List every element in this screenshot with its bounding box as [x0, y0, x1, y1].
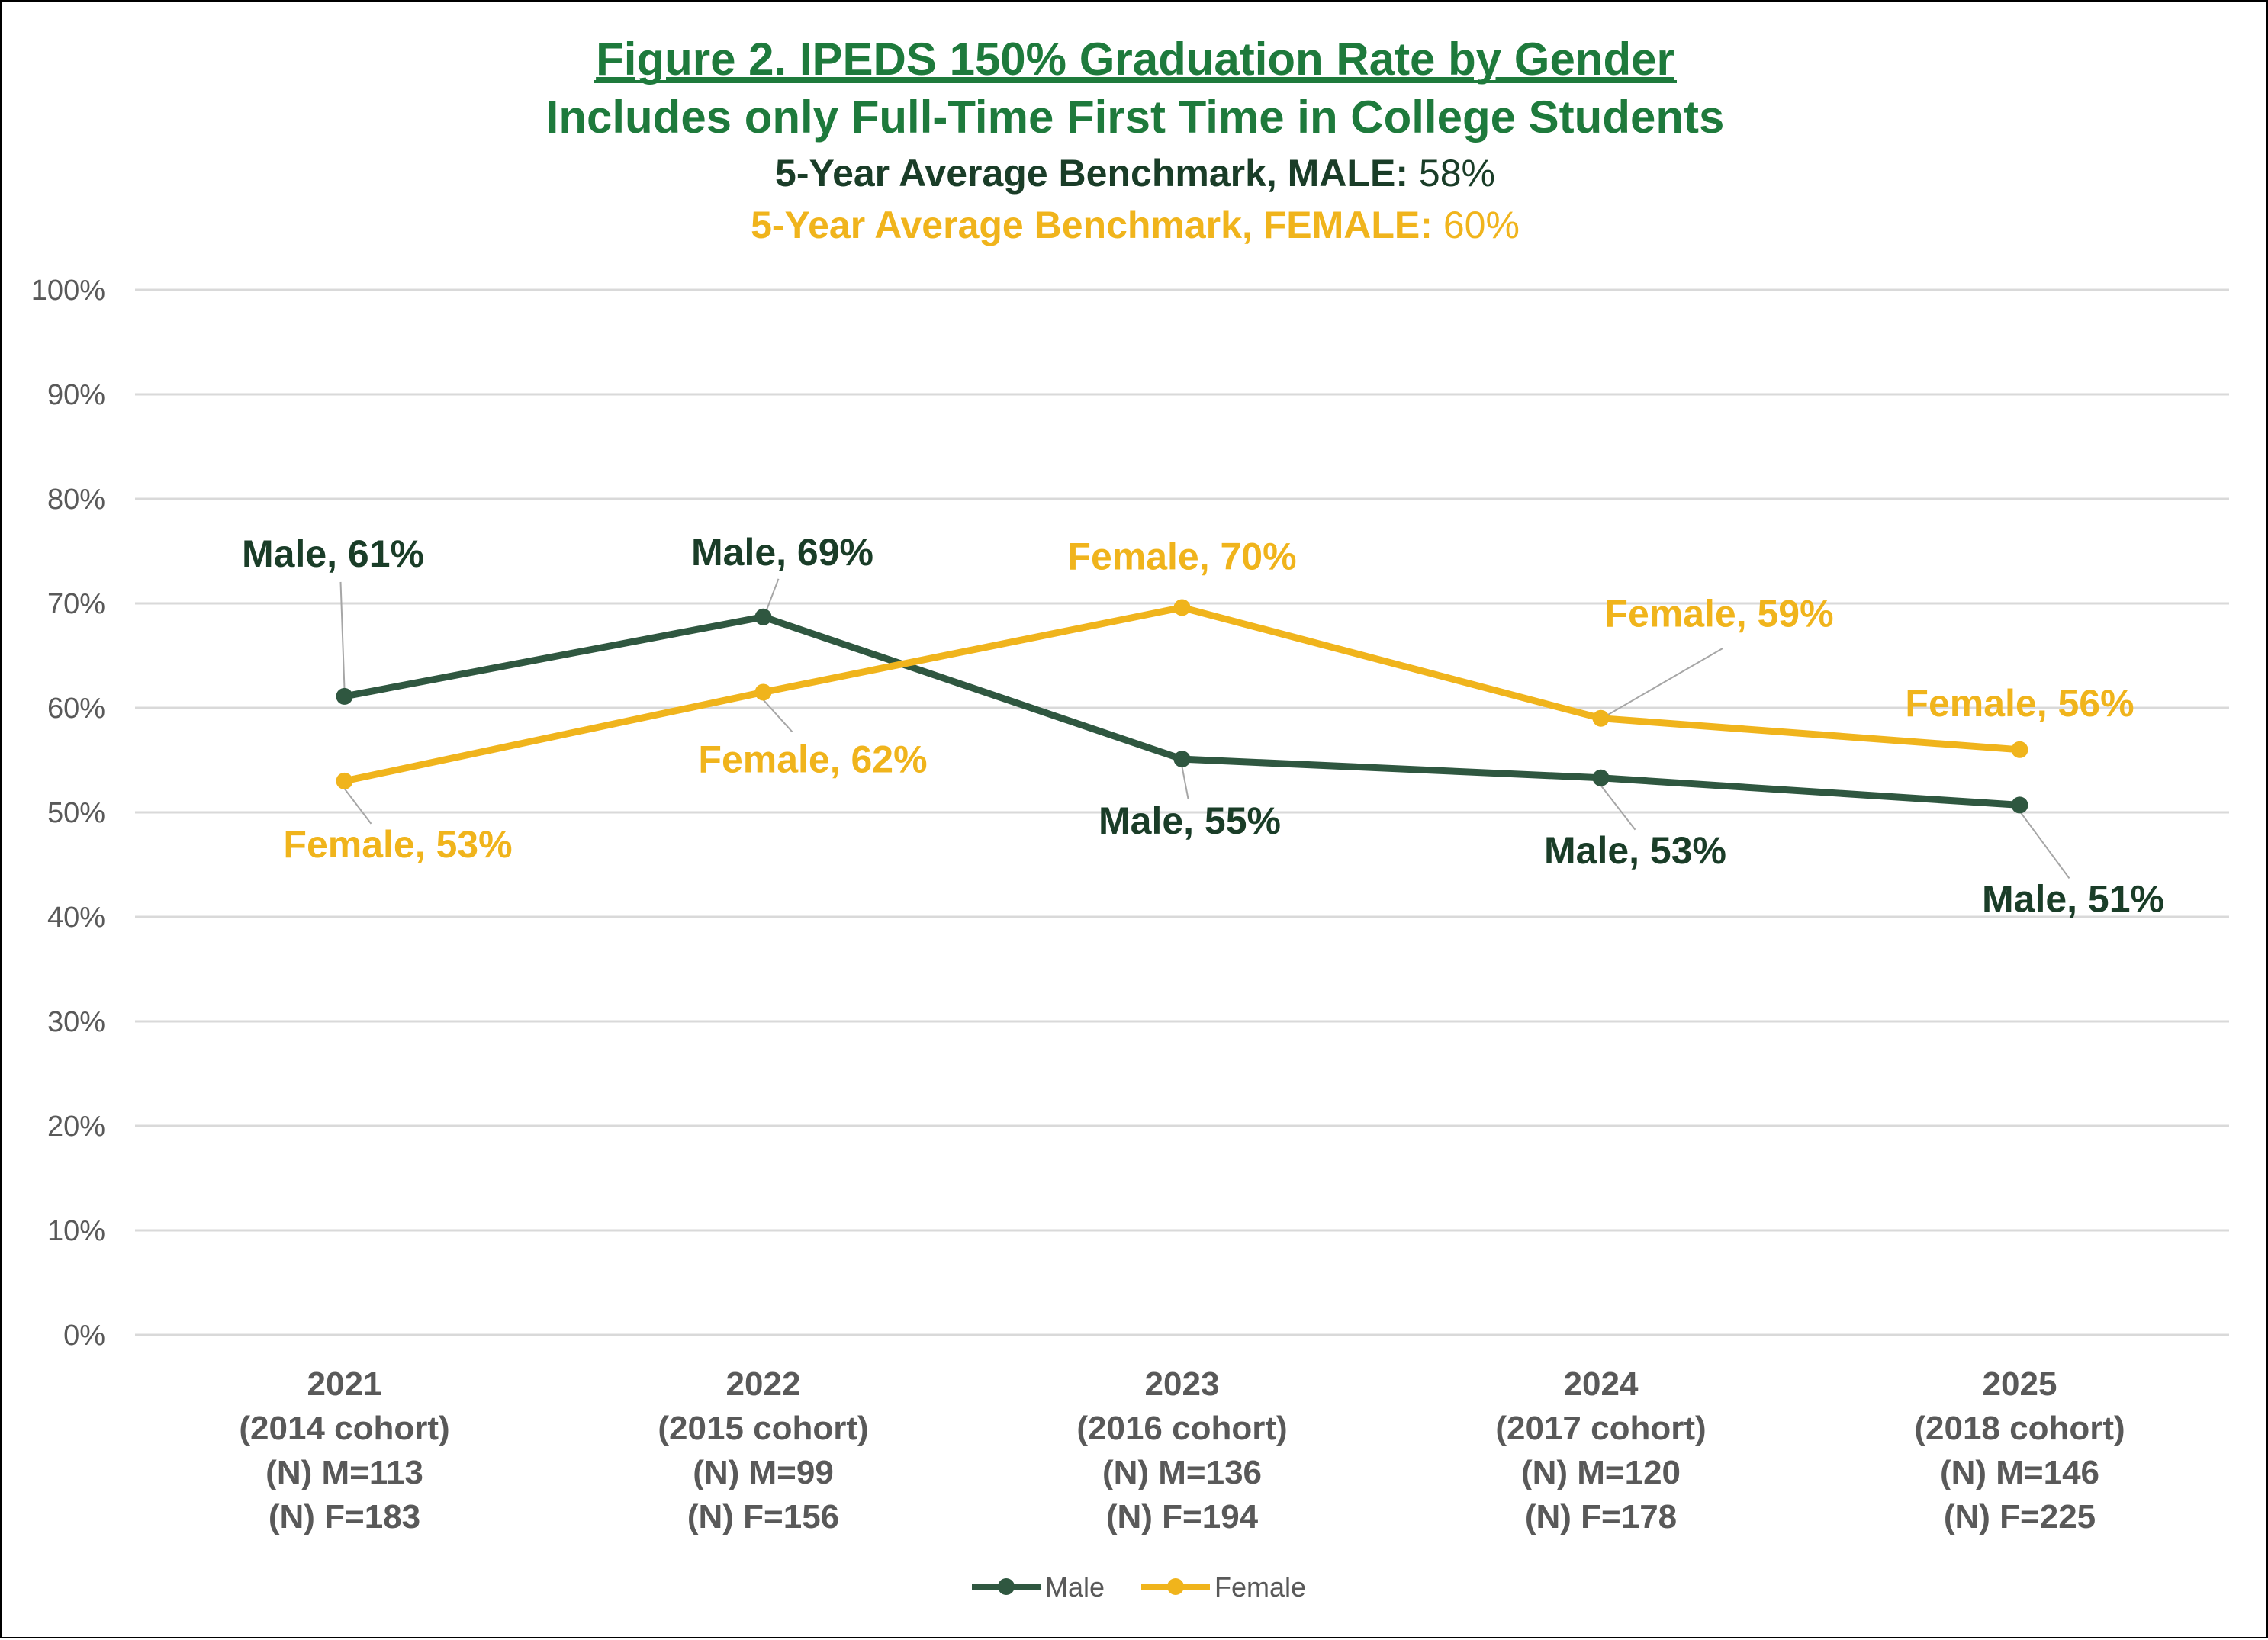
y-tick-label: 20% [47, 1111, 105, 1143]
x-tick-label: 2023 [1145, 1365, 1220, 1403]
y-tick-label: 0% [63, 1320, 105, 1352]
y-tick-label: 50% [47, 797, 105, 829]
leader-line [765, 578, 780, 612]
x-tick-label: (N) F=225 [1944, 1498, 2096, 1535]
data-label-female: Female, 56% [1905, 682, 2134, 725]
series-line-male [341, 613, 2023, 809]
data-point-male [1173, 751, 1191, 768]
x-tick-label: (N) F=194 [1106, 1498, 1259, 1535]
x-axis: 2021 (2014 cohort) (N) M=113 (N) F=183 2022 (… [239, 1365, 2125, 1535]
x-tick-label: 2025 [1983, 1365, 2057, 1403]
x-tick-label: (N) M=146 [1940, 1454, 2099, 1491]
data-point-female [754, 683, 772, 701]
x-tick-label: (N) F=183 [269, 1498, 420, 1535]
data-label-male: Male, 69% [691, 531, 873, 574]
data-point-female [336, 772, 353, 789]
data-label-female: Female, 53% [283, 823, 512, 866]
y-axis: 0% 10% 20% 30% 40% 50% 60% 70% 80% 90% 100% [31, 275, 105, 1352]
x-tick-label: (N) M=113 [265, 1454, 423, 1491]
benchmark-male-label: 5-Year Average Benchmark, MALE: [775, 152, 1408, 195]
y-tick-label: 100% [31, 275, 105, 307]
data-labels: Male, 61% Male, 69% Male, 55% Male, 53% Male… [242, 531, 2164, 921]
x-tick-label: (2015 cohort) [658, 1410, 868, 1447]
leader-line [1181, 766, 1189, 799]
data-label-female: Female, 59% [1604, 593, 1833, 635]
leader-line [1600, 785, 1636, 831]
x-tick-label: (2018 cohort) [1914, 1410, 2125, 1447]
data-label-female: Female, 70% [1067, 535, 1296, 577]
legend: Male Female [972, 1571, 1306, 1603]
x-tick-label: 2024 [1564, 1365, 1639, 1403]
data-label-male: Male, 61% [242, 532, 424, 575]
leader-line [343, 788, 372, 825]
label-leader-lines [339, 578, 2070, 879]
x-tick-label: (N) M=99 [693, 1454, 834, 1491]
benchmark-female-label: 5-Year Average Benchmark, FEMALE: [751, 204, 1433, 246]
x-tick-label: (2014 cohort) [239, 1410, 449, 1447]
chart-title: Figure 2. IPEDS 150% Graduation Rate by … [596, 34, 1674, 85]
legend-label-female: Female [1214, 1571, 1306, 1603]
data-point-female [1173, 599, 1191, 616]
legend-marker-male [998, 1578, 1015, 1595]
data-point-male [754, 608, 772, 625]
data-label-male: Male, 51% [1982, 877, 2164, 920]
data-point-male [336, 687, 353, 705]
data-label-male: Male, 53% [1544, 829, 1726, 872]
x-tick-label: (N) F=178 [1525, 1498, 1677, 1535]
series-points [336, 599, 2028, 814]
y-tick-label: 10% [47, 1215, 105, 1247]
legend-marker-female [1167, 1578, 1184, 1595]
benchmark-female: 5-Year Average Benchmark, FEMALE: 60% [751, 204, 1520, 246]
legend-label-male: Male [1045, 1571, 1105, 1603]
data-point-male [2011, 796, 2028, 814]
data-label-female: Female, 62% [698, 738, 927, 780]
x-tick-label: (N) F=156 [687, 1498, 839, 1535]
benchmark-female-value: 60% [1443, 204, 1520, 246]
data-point-female [1592, 709, 1610, 727]
x-tick-label: 2021 [307, 1365, 382, 1403]
leader-line [339, 581, 346, 689]
chart-subtitle: Includes only Full-Time First Time in Co… [546, 92, 1725, 143]
data-point-male [1592, 769, 1610, 786]
leader-line [2019, 810, 2070, 879]
x-tick-label: (2016 cohort) [1076, 1410, 1287, 1447]
x-tick-label: 2022 [726, 1365, 801, 1403]
benchmark-male: 5-Year Average Benchmark, MALE: 58% [775, 152, 1495, 195]
x-tick-label: (N) M=120 [1521, 1454, 1681, 1491]
benchmark-male-value: 58% [1419, 152, 1495, 195]
y-tick-label: 70% [47, 588, 105, 620]
data-label-male: Male, 55% [1099, 799, 1281, 842]
y-tick-label: 60% [47, 693, 105, 725]
series-lines [341, 603, 2023, 809]
y-tick-label: 80% [47, 484, 105, 516]
y-tick-label: 30% [47, 1006, 105, 1038]
y-tick-label: 40% [47, 902, 105, 934]
leader-line [1606, 647, 1724, 716]
y-tick-label: 90% [47, 379, 105, 411]
data-point-female [2011, 741, 2028, 758]
x-tick-label: (2017 cohort) [1495, 1410, 1706, 1447]
x-tick-label: (N) M=136 [1102, 1454, 1262, 1491]
leader-line [762, 699, 793, 733]
